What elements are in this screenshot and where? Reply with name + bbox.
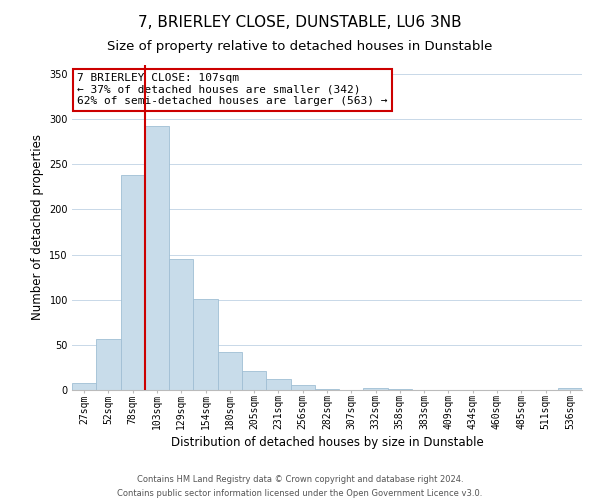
Bar: [290, 384, 315, 390]
Bar: [72, 383, 96, 390]
Bar: [242, 371, 266, 390]
Text: Contains HM Land Registry data © Crown copyright and database right 2024.
Contai: Contains HM Land Registry data © Crown c…: [118, 476, 482, 498]
Bar: [96, 338, 121, 390]
Text: 7, BRIERLEY CLOSE, DUNSTABLE, LU6 3NB: 7, BRIERLEY CLOSE, DUNSTABLE, LU6 3NB: [138, 15, 462, 30]
Bar: [169, 259, 193, 390]
X-axis label: Distribution of detached houses by size in Dunstable: Distribution of detached houses by size …: [170, 436, 484, 450]
Bar: [145, 126, 169, 390]
Bar: [121, 175, 145, 390]
Bar: [558, 388, 582, 390]
Y-axis label: Number of detached properties: Number of detached properties: [31, 134, 44, 320]
Text: 7 BRIERLEY CLOSE: 107sqm
← 37% of detached houses are smaller (342)
62% of semi-: 7 BRIERLEY CLOSE: 107sqm ← 37% of detach…: [77, 73, 388, 106]
Bar: [388, 389, 412, 390]
Bar: [315, 389, 339, 390]
Text: Size of property relative to detached houses in Dunstable: Size of property relative to detached ho…: [107, 40, 493, 53]
Bar: [218, 352, 242, 390]
Bar: [364, 388, 388, 390]
Bar: [193, 299, 218, 390]
Bar: [266, 379, 290, 390]
